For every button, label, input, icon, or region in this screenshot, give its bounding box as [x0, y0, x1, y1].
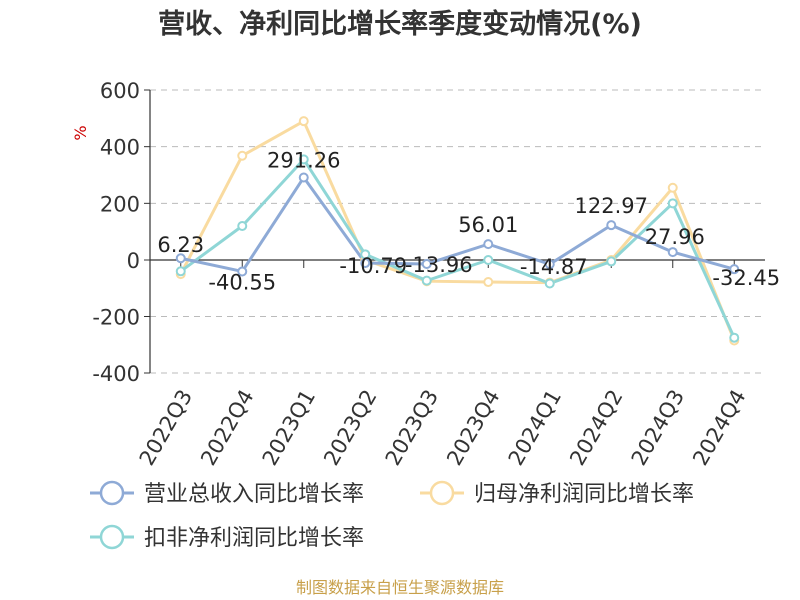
data-point [667, 182, 678, 193]
data-point [175, 266, 186, 277]
y-tick-labels: 600 400 200 0 -200 -400 [92, 79, 140, 386]
data-point [237, 221, 248, 231]
y-tick-label: 400 [100, 136, 140, 160]
legend-label: 扣非净利润同比增长率 [144, 526, 364, 551]
data-label: -40.55 [208, 270, 276, 294]
data-label: 122.97 [575, 194, 648, 218]
data-point [729, 332, 740, 343]
data-point [544, 259, 555, 270]
legend-label: 营业总收入同比增长率 [144, 482, 364, 507]
data-label: -14.87 [520, 255, 588, 279]
legend-marker [99, 480, 125, 506]
series-points [175, 116, 740, 346]
data-point [298, 172, 309, 183]
x-tick-label: 2024Q1 [504, 386, 566, 470]
data-label: 56.01 [458, 213, 518, 237]
data-point [544, 278, 555, 289]
x-tick-label: 2023Q2 [319, 386, 381, 470]
data-label: -10.79 [339, 254, 407, 278]
data-label: 291.26 [267, 148, 340, 172]
data-point [360, 258, 371, 269]
data-point [606, 220, 617, 231]
x-tick-labels: 2022Q3 2022Q4 2023Q1 2023Q2 2023Q3 2023Q4 2024… [135, 386, 751, 470]
x-tick-label: 2024Q2 [565, 386, 627, 470]
x-tick-label: 2022Q3 [135, 386, 197, 470]
legend-item-1[interactable]: 归母净利润同比增长率 [420, 480, 694, 507]
y-tick-label: 200 [100, 192, 140, 216]
data-point [606, 256, 617, 267]
legend-item-2[interactable]: 扣非净利润同比增长率 [90, 524, 364, 551]
data-label: 27.96 [645, 225, 705, 249]
data-label: -13.96 [405, 253, 473, 277]
legend-marker [429, 480, 455, 506]
data-point [483, 239, 494, 250]
y-axis-unit: % [71, 125, 90, 140]
data-label: -32.45 [712, 266, 780, 290]
data-labels: 6.23-40.55 291.26 -10.79-13.96 56.01-14.87 1… [157, 148, 780, 294]
legend-item-0[interactable]: 营业总收入同比增长率 [90, 480, 364, 507]
data-point [729, 264, 740, 275]
data-point [421, 258, 432, 269]
series-line-2 [179, 157, 736, 339]
data-point [483, 255, 494, 265]
x-tick-label: 2022Q4 [196, 386, 258, 470]
x-tick-label: 2023Q3 [381, 386, 443, 470]
chart-title: 营收、净利同比增长率季度变动情况(%) [158, 8, 642, 40]
x-tick-label: 2023Q4 [442, 386, 504, 470]
legend-marker [99, 524, 125, 550]
data-point [667, 247, 678, 258]
y-tick-label: 0 [127, 249, 140, 273]
x-tick-label: 2023Q1 [258, 386, 320, 470]
series-lines [179, 119, 736, 342]
data-point [237, 150, 248, 161]
data-label: 6.23 [157, 233, 204, 257]
data-point [483, 277, 494, 288]
data-point [667, 198, 678, 209]
x-tick-label: 2024Q3 [627, 386, 689, 470]
data-point [237, 266, 248, 277]
x-tick-label: 2024Q4 [688, 386, 750, 470]
source-note: 制图数据来自恒生聚源数据库 [296, 578, 504, 597]
data-point [421, 275, 432, 286]
data-point [298, 154, 309, 165]
data-point [298, 116, 309, 127]
series-line-1 [179, 119, 736, 342]
legend-label: 归母净利润同比增长率 [474, 482, 694, 507]
grid-lines [144, 89, 765, 374]
series-line-0 [180, 175, 735, 273]
data-point [175, 253, 186, 264]
y-tick-label: -200 [92, 306, 140, 330]
y-tick-label: 600 [100, 79, 140, 103]
y-tick-label: -400 [92, 362, 140, 386]
